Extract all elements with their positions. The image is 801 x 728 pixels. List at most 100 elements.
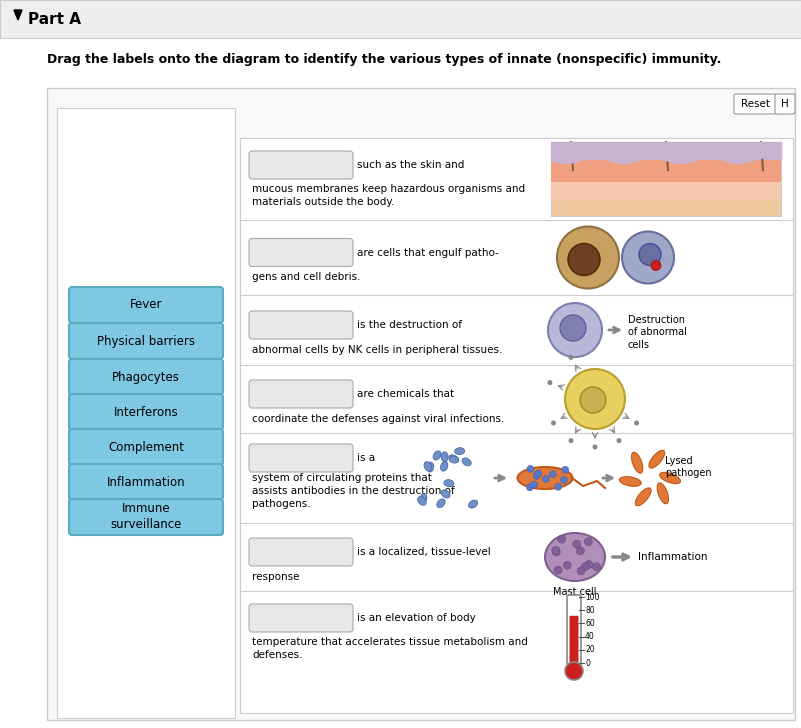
Circle shape <box>577 547 585 555</box>
Text: 100: 100 <box>585 593 599 601</box>
Ellipse shape <box>545 533 605 581</box>
FancyBboxPatch shape <box>69 359 223 395</box>
Text: is an elevation of body: is an elevation of body <box>357 613 476 623</box>
Text: H: H <box>781 99 789 109</box>
Ellipse shape <box>659 472 681 483</box>
Text: are chemicals that: are chemicals that <box>357 389 454 399</box>
Circle shape <box>565 662 583 680</box>
Circle shape <box>585 561 593 569</box>
Circle shape <box>584 538 592 546</box>
Ellipse shape <box>433 451 441 460</box>
Circle shape <box>560 315 586 341</box>
Circle shape <box>573 540 581 548</box>
Circle shape <box>557 226 619 288</box>
Ellipse shape <box>635 488 651 506</box>
Ellipse shape <box>441 462 448 471</box>
Text: Interferons: Interferons <box>114 405 179 419</box>
Circle shape <box>651 261 661 271</box>
Text: Complement: Complement <box>108 440 184 454</box>
Text: 0: 0 <box>585 659 590 668</box>
Circle shape <box>534 470 541 477</box>
FancyBboxPatch shape <box>69 394 223 430</box>
Circle shape <box>549 471 557 478</box>
Text: Lysed
pathogen: Lysed pathogen <box>665 456 711 478</box>
Circle shape <box>533 472 540 479</box>
Circle shape <box>593 445 598 449</box>
Circle shape <box>530 481 537 488</box>
Circle shape <box>562 466 569 473</box>
Text: such as the skin and: such as the skin and <box>357 160 465 170</box>
Circle shape <box>542 475 549 483</box>
FancyBboxPatch shape <box>249 151 353 179</box>
Text: Phagocytes: Phagocytes <box>112 371 180 384</box>
Text: is a localized, tissue-level: is a localized, tissue-level <box>357 547 491 557</box>
Circle shape <box>552 546 560 554</box>
Ellipse shape <box>455 448 465 455</box>
FancyBboxPatch shape <box>69 287 223 323</box>
Ellipse shape <box>449 455 458 462</box>
Ellipse shape <box>444 480 454 487</box>
Ellipse shape <box>417 496 426 505</box>
FancyBboxPatch shape <box>69 499 223 535</box>
Text: 40: 40 <box>585 632 595 641</box>
Circle shape <box>554 566 562 574</box>
Text: materials outside the body.: materials outside the body. <box>252 197 394 207</box>
Text: temperature that accelerates tissue metabolism and: temperature that accelerates tissue meta… <box>252 637 528 647</box>
Text: is a: is a <box>357 453 375 463</box>
Circle shape <box>561 476 567 483</box>
Text: Mast cell: Mast cell <box>553 587 597 597</box>
FancyBboxPatch shape <box>249 538 353 566</box>
Bar <box>551 182 781 200</box>
Circle shape <box>617 438 622 443</box>
Text: 60: 60 <box>585 619 595 628</box>
Circle shape <box>526 484 533 491</box>
Ellipse shape <box>469 500 477 508</box>
FancyBboxPatch shape <box>570 616 578 664</box>
Bar <box>57 108 235 718</box>
Text: pathogens.: pathogens. <box>252 499 311 509</box>
Text: Reset: Reset <box>740 99 770 109</box>
Text: assists antibodies in the destruction of: assists antibodies in the destruction of <box>252 486 455 496</box>
Text: system of circulating proteins that: system of circulating proteins that <box>252 473 432 483</box>
Circle shape <box>634 421 639 425</box>
Circle shape <box>548 303 602 357</box>
Polygon shape <box>14 10 22 20</box>
FancyBboxPatch shape <box>249 604 353 632</box>
Circle shape <box>565 369 625 429</box>
Circle shape <box>639 243 661 266</box>
Ellipse shape <box>437 499 445 507</box>
Text: Inflammation: Inflammation <box>107 475 185 488</box>
Ellipse shape <box>462 458 471 466</box>
Circle shape <box>622 232 674 283</box>
Text: is the destruction of: is the destruction of <box>357 320 462 330</box>
Circle shape <box>568 243 600 275</box>
FancyBboxPatch shape <box>249 239 353 266</box>
Ellipse shape <box>420 494 427 503</box>
FancyBboxPatch shape <box>69 429 223 465</box>
Ellipse shape <box>631 452 643 473</box>
Ellipse shape <box>619 477 641 486</box>
FancyBboxPatch shape <box>249 311 353 339</box>
Bar <box>47 88 795 720</box>
FancyBboxPatch shape <box>69 464 223 500</box>
Ellipse shape <box>449 456 459 463</box>
Circle shape <box>552 548 560 556</box>
Ellipse shape <box>649 451 665 468</box>
Circle shape <box>557 535 566 543</box>
Text: 80: 80 <box>585 606 594 614</box>
Text: Part A: Part A <box>28 12 81 26</box>
Circle shape <box>569 438 574 443</box>
Circle shape <box>547 380 553 385</box>
FancyBboxPatch shape <box>69 323 223 359</box>
Text: coordinate the defenses against viral infections.: coordinate the defenses against viral in… <box>252 414 505 424</box>
Bar <box>0 0 801 38</box>
FancyBboxPatch shape <box>249 380 353 408</box>
Text: gens and cell debris.: gens and cell debris. <box>252 272 360 282</box>
Text: Destruction
of abnormal
cells: Destruction of abnormal cells <box>628 315 687 349</box>
Ellipse shape <box>441 452 448 462</box>
Ellipse shape <box>517 467 573 489</box>
Circle shape <box>555 483 562 490</box>
Text: Physical barriers: Physical barriers <box>97 334 195 347</box>
Bar <box>551 142 781 160</box>
Text: are cells that engulf patho-: are cells that engulf patho- <box>357 248 499 258</box>
